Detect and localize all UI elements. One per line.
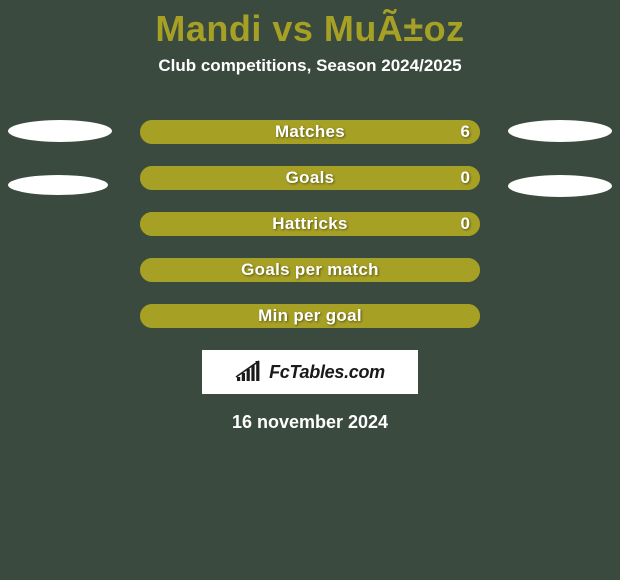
subtitle: Club competitions, Season 2024/2025 xyxy=(0,56,620,76)
stat-row: Min per goal xyxy=(140,304,480,328)
stat-row: Hattricks0 xyxy=(140,212,480,236)
right-player-photo xyxy=(508,175,612,197)
stats-section: Matches6Goals0Hattricks0Goals per matchM… xyxy=(0,120,620,328)
stat-value-right: 6 xyxy=(461,122,470,142)
logo-chart-icon xyxy=(235,359,263,386)
stat-bar: Goals per match xyxy=(140,258,480,282)
stat-value-right: 0 xyxy=(461,214,470,234)
right-player-photo xyxy=(508,120,612,142)
stat-label: Hattricks xyxy=(140,214,480,234)
left-player-photo xyxy=(8,120,112,142)
logo-text: FcTables.com xyxy=(269,362,385,383)
stat-bar: Matches6 xyxy=(140,120,480,144)
stat-bar: Goals0 xyxy=(140,166,480,190)
date-label: 16 november 2024 xyxy=(0,412,620,433)
page-title: Mandi vs MuÃ±oz xyxy=(0,0,620,50)
stat-row: Goals0 xyxy=(140,166,480,190)
stat-bar: Min per goal xyxy=(140,304,480,328)
stat-label: Min per goal xyxy=(140,306,480,326)
logo-box: FcTables.com xyxy=(202,350,418,394)
stat-bar: Hattricks0 xyxy=(140,212,480,236)
comparison-card: Mandi vs MuÃ±oz Club competitions, Seaso… xyxy=(0,0,620,580)
stat-value-right: 0 xyxy=(461,168,470,188)
stat-label: Goals per match xyxy=(140,260,480,280)
stat-row: Goals per match xyxy=(140,258,480,282)
stat-label: Goals xyxy=(140,168,480,188)
stat-row: Matches6 xyxy=(140,120,480,144)
left-player-photo xyxy=(8,175,108,195)
stat-label: Matches xyxy=(140,122,480,142)
